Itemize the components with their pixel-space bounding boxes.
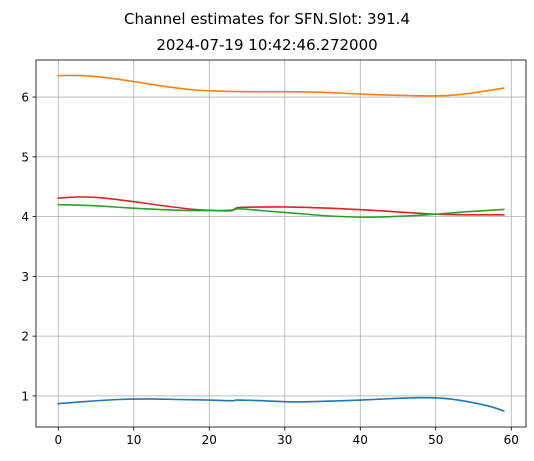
series-line-2	[57, 196, 505, 216]
series-line-1	[57, 74, 505, 97]
y-tick-label: 2	[21, 330, 29, 344]
y-tick-label: 3	[21, 270, 29, 284]
x-tick-label: 0	[54, 433, 62, 447]
y-tick-label: 4	[21, 210, 29, 224]
y-tick-label: 6	[21, 91, 29, 105]
grid	[36, 60, 526, 427]
series-line-3	[57, 203, 505, 218]
y-tick-label: 5	[21, 150, 29, 164]
axis-ticks: 0 10 20 30 40 50 60 1 2 3 4 5 6	[21, 91, 519, 447]
series-line-4	[57, 396, 505, 412]
plot-frame	[35, 59, 527, 428]
chart-title: Channel estimates for SFN.Slot: 391.4	[124, 10, 410, 28]
series-group	[57, 74, 505, 412]
x-tick-label: 60	[504, 433, 519, 447]
y-tick-label: 1	[21, 389, 29, 403]
x-tick-label: 30	[277, 433, 292, 447]
chart-subtitle: 2024-07-19 10:42:46.272000	[156, 36, 377, 54]
x-tick-label: 50	[428, 433, 443, 447]
x-tick-label: 40	[353, 433, 368, 447]
x-tick-label: 20	[202, 433, 217, 447]
x-tick-label: 10	[126, 433, 141, 447]
